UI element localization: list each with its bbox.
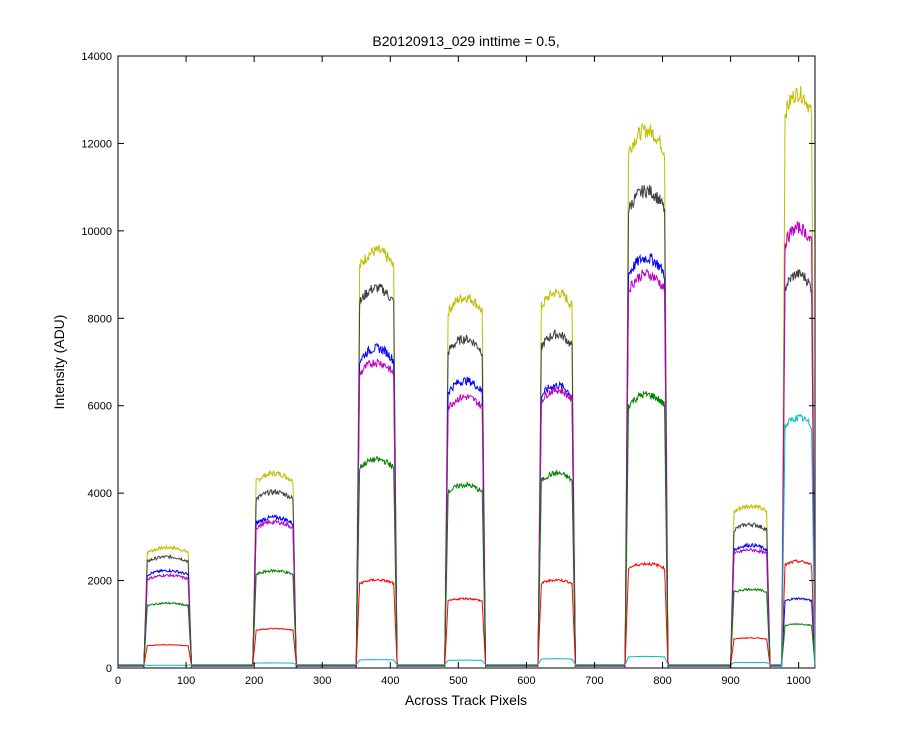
y-axis: 0 2000 4000 6000 8000 10000 12000 14000 (81, 51, 815, 675)
x-tick-label: 100 (177, 675, 195, 687)
y-tick-label: 6000 (88, 401, 112, 413)
x-tick-label: 500 (449, 675, 467, 687)
series-layer (118, 85, 816, 669)
x-tick-label: 0 (115, 675, 121, 687)
y-axis-label: Intensity (ADU) (51, 315, 67, 410)
x-axis-label: Across Track Pixels (405, 692, 527, 708)
x-tick-label: 200 (245, 675, 263, 687)
y-tick-label: 8000 (88, 313, 112, 325)
plot-area (117, 55, 816, 669)
series-line (118, 413, 816, 668)
x-tick-label: 400 (381, 675, 399, 687)
y-tick-label: 10000 (81, 226, 112, 238)
y-tick-label: 4000 (88, 488, 112, 500)
y-tick-label: 2000 (88, 576, 112, 588)
y-tick-label: 0 (106, 663, 112, 675)
x-tick-label: 600 (517, 675, 535, 687)
x-axis: 0 100 200 300 400 500 600 700 800 900 1000 (115, 56, 811, 687)
y-tick-label: 14000 (81, 51, 112, 63)
x-tick-label: 300 (313, 675, 331, 687)
y-tick-label: 12000 (81, 138, 112, 150)
x-tick-label: 1000 (786, 675, 810, 687)
x-tick-label: 800 (653, 675, 671, 687)
chart-title: B20120913_029 inttime = 0.5, (372, 33, 559, 49)
x-tick-label: 900 (721, 675, 739, 687)
x-tick-label: 700 (585, 675, 603, 687)
